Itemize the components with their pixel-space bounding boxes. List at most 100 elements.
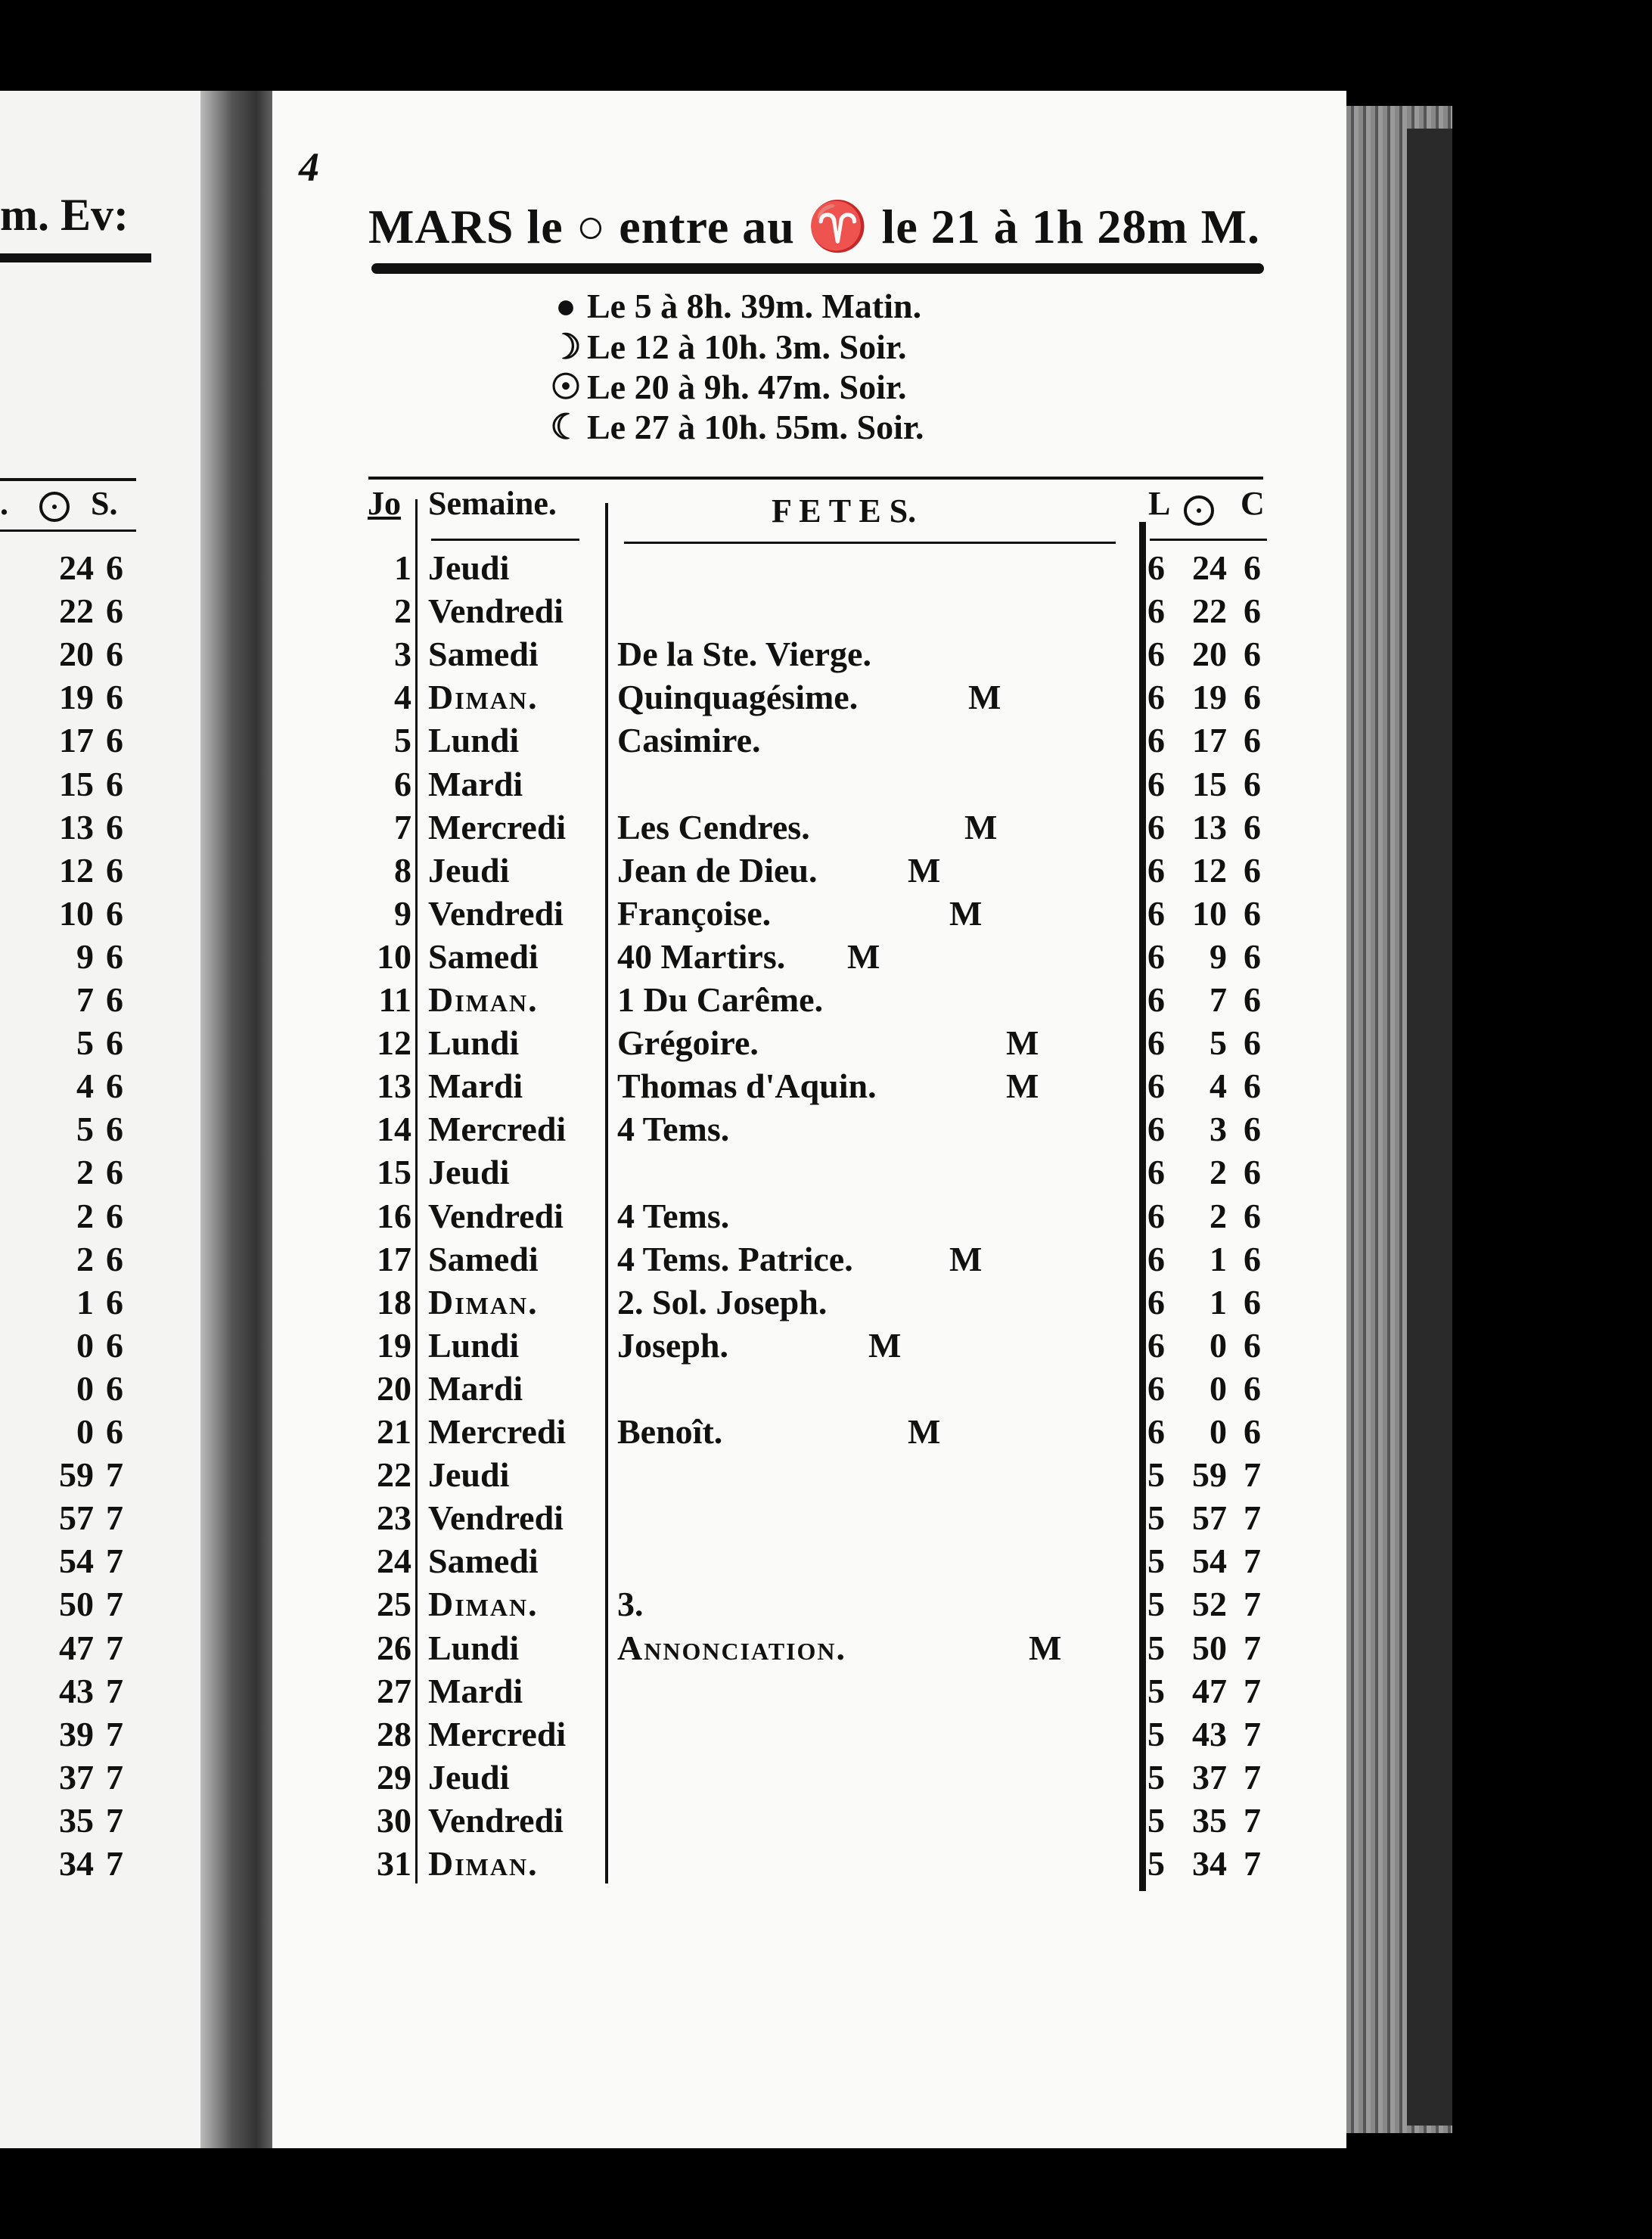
weekday: Jeudi (428, 1455, 510, 1495)
l-value: 6 (1147, 635, 1165, 674)
weekday: Jeudi (428, 1153, 510, 1192)
s-value: 6 (106, 1110, 123, 1149)
sun-minutes: 54 (1192, 1542, 1227, 1581)
l-value: 6 (1147, 1368, 1165, 1408)
day-number: 15 (377, 1153, 411, 1192)
sun-minutes: 4 (1210, 1067, 1227, 1106)
column-divider (415, 499, 418, 1883)
sun-minutes: 12 (1192, 850, 1227, 890)
l-value: 6 (1147, 548, 1165, 587)
feast: 2. Sol. Joseph. (617, 1282, 828, 1321)
weekday: Lundi (428, 1628, 520, 1667)
moon-phase-line: ☽ Le 12 à 10h. 3m. Soir. (545, 326, 906, 367)
c-value: 7 (1244, 1542, 1261, 1581)
sun-minutes: 43 (1192, 1714, 1227, 1753)
sun-minutes: 19 (59, 678, 94, 717)
sun-minutes: 19 (1192, 678, 1227, 717)
day-number: 31 (377, 1844, 411, 1883)
left-page-rule (0, 478, 136, 481)
feast: Casimire. (617, 721, 761, 760)
l-value: 6 (1147, 1196, 1165, 1235)
day-number: 16 (377, 1196, 411, 1235)
s-value: 6 (106, 1067, 123, 1106)
sun-minutes: 54 (59, 1542, 94, 1581)
c-value: 7 (1244, 1585, 1261, 1624)
c-value: 6 (1244, 1412, 1261, 1451)
sun-minutes: 39 (59, 1714, 94, 1753)
new-moon-icon: ● (555, 287, 576, 325)
sun-minutes: 47 (1192, 1671, 1227, 1710)
sun-minutes: 0 (76, 1412, 94, 1451)
sun-minutes: 3 (1210, 1110, 1227, 1149)
sun-minutes: 52 (1192, 1585, 1227, 1624)
feast: Les Cendres. (617, 807, 810, 846)
day-number: 4 (394, 678, 411, 717)
weekday: Vendredi (428, 1196, 564, 1235)
s-value: 6 (106, 635, 123, 674)
sun-minutes: 13 (59, 807, 94, 846)
sun-minutes: 4 (76, 1067, 94, 1106)
left-page-header-rule (0, 529, 136, 532)
sun-minutes: 35 (59, 1800, 94, 1840)
c-value: 6 (1244, 592, 1261, 631)
day-number: 18 (377, 1282, 411, 1321)
sun-minutes: 37 (59, 1757, 94, 1796)
sun-minutes: 20 (1192, 635, 1227, 674)
weekday: Jeudi (428, 548, 510, 587)
feast: 4 Tems. (617, 1196, 730, 1235)
day-number: 25 (377, 1585, 411, 1624)
column-divider (605, 503, 608, 1883)
weekday: Vendredi (428, 1800, 564, 1840)
s-value: 6 (106, 850, 123, 890)
day-number: 6 (394, 764, 411, 803)
l-value: 6 (1147, 807, 1165, 846)
sun-minutes: 17 (1192, 721, 1227, 760)
feast-marker: M (908, 850, 941, 890)
l-value: 6 (1147, 678, 1165, 717)
sun-minutes: 0 (76, 1368, 94, 1408)
s-value: 6 (106, 1239, 123, 1278)
weekday: Mercredi (428, 1714, 567, 1753)
day-number: 26 (377, 1628, 411, 1667)
weekday: Diman. (428, 1282, 539, 1321)
weekday: Lundi (428, 721, 520, 760)
header-c: C (1241, 485, 1265, 522)
sun-minutes: 17 (59, 721, 94, 760)
feast: Jean de Dieu. (617, 850, 818, 890)
feast: 4 Tems. Patrice. (617, 1239, 853, 1278)
c-value: 6 (1244, 936, 1261, 976)
moon-phase-text: Le 5 à 8h. 39m. Matin. (587, 287, 922, 325)
l-value: 5 (1147, 1714, 1165, 1753)
weekday: Lundi (428, 1023, 520, 1063)
s-value: 6 (106, 1282, 123, 1321)
day-number: 9 (394, 893, 411, 933)
weekday: Diman. (428, 1585, 539, 1624)
weekday: Samedi (428, 1239, 539, 1278)
weekday: Lundi (428, 1325, 520, 1365)
left-col-header-dot: . (0, 485, 8, 522)
s-value: 6 (106, 893, 123, 933)
sun-minutes: 9 (1210, 936, 1227, 976)
c-value: 6 (1244, 1023, 1261, 1063)
feast-marker: M (968, 678, 1001, 717)
l-value: 6 (1147, 1239, 1165, 1278)
s-value: 6 (106, 807, 123, 846)
day-number: 29 (377, 1757, 411, 1796)
sun-minutes: 13 (1192, 807, 1227, 846)
c-value: 6 (1244, 1153, 1261, 1192)
c-value: 7 (1244, 1800, 1261, 1840)
day-number: 17 (377, 1239, 411, 1278)
sun-minutes: 5 (76, 1110, 94, 1149)
day-number: 21 (377, 1412, 411, 1451)
day-number: 7 (394, 807, 411, 846)
moon-phase-line: ☉ Le 20 à 9h. 47m. Soir. (545, 366, 906, 407)
sun-minutes: 9 (76, 936, 94, 976)
sun-minutes: 0 (1210, 1412, 1227, 1451)
book-cover-edge (1407, 129, 1452, 2126)
s-value: 6 (106, 1368, 123, 1408)
c-value: 7 (1244, 1714, 1261, 1753)
s-value: 6 (106, 1153, 123, 1192)
feast: 1 Du Carême. (617, 980, 824, 1019)
c-value: 7 (1244, 1498, 1261, 1538)
sun-minutes: 22 (59, 592, 94, 631)
